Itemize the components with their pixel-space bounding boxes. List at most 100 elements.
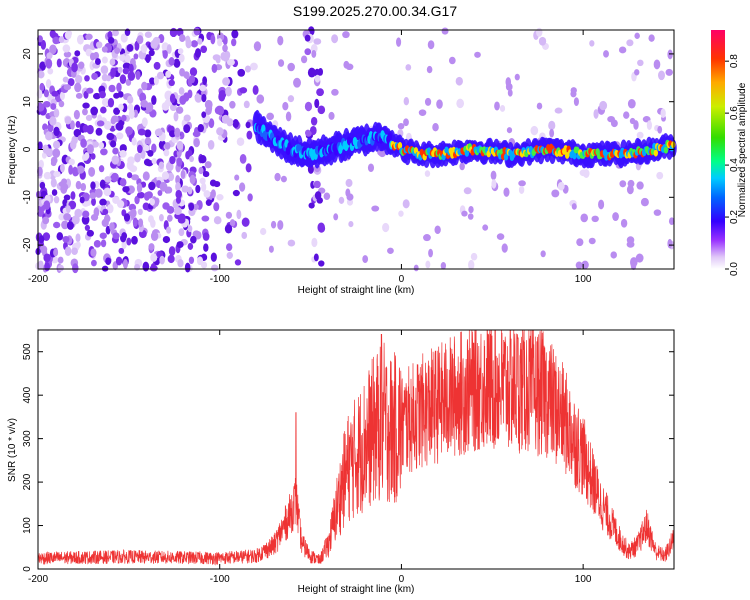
spectrogram-cell [151,143,157,153]
spectrogram-cell [52,36,60,45]
spectrogram-cell [179,68,186,77]
spectrogram-cell [201,111,207,119]
spectrogram-cell [185,38,192,49]
spectrogram-cell [113,92,120,99]
spectrogram-cell [260,227,267,236]
spectrogram-cell [111,155,120,165]
spectrogram-cell [234,174,240,181]
spectrogram-cell [128,63,134,74]
ridge-core [387,132,392,142]
spectrogram-cell [175,174,181,185]
spectrogram-cell [126,44,134,52]
spectrogram-cell [314,191,322,200]
spectrogram-cell [154,128,163,137]
spectrogram-cell [195,184,201,194]
spectrogram-cell [86,87,94,94]
spectrogram-cell [122,67,130,75]
spectrogram-cell [304,101,313,112]
spectrogram-cell [282,101,289,111]
spectrogram-cell [90,106,99,116]
spectrogram-cell [192,130,201,138]
spectrogram-cell [114,47,121,55]
spectrogram-cell [40,39,47,50]
spectrogram-cell [505,77,512,87]
spectrogram-cell [63,213,72,221]
spectrogram-cell [434,225,441,235]
spectrogram-cell [627,179,635,188]
spectrogram-cell [145,54,151,64]
spectrogram-cell [70,191,76,200]
spectrogram-cell [107,97,115,108]
spectrogram-cell [397,122,405,130]
colorbar: 0.0 0.2 0.4 0.6 0.8 Normalized spectral ampl… [711,30,748,276]
spectrogram-cell [59,91,65,101]
spectrogram-cell [148,243,155,251]
spectrogram-cell [194,93,203,103]
spectrogram-cell [100,148,108,156]
spectrogram-cell [142,144,150,152]
spectrogram-cell [98,165,105,173]
spectrogram-cell [653,59,661,70]
spectrogram-cell [461,210,468,217]
colorbar-gradient [711,30,725,269]
spectrogram-cell [45,131,53,141]
spectrogram-cell [588,237,596,245]
spectrogram-cell [221,114,230,124]
spectrogram-cell [61,220,69,230]
spectrogram-cell [362,255,369,264]
spectrogram-cell [287,239,296,247]
y-tick-label: 20 [22,48,33,60]
colorbar-label: Normalized spectral amplitude [737,82,748,217]
snr-frame [37,329,675,570]
spectrogram-x-label: Height of straight line (km) [298,285,415,296]
spectrogram-cell [82,210,90,219]
spectrogram-cell [86,144,94,155]
spectrogram-cell [557,182,565,191]
spectrogram-cell [115,122,124,131]
spectrogram-cell [328,111,335,120]
spectrogram-cell [482,224,489,231]
spectrogram-cell [636,131,644,139]
colorbar-tick-label: 0.6 [729,106,740,120]
spectrogram-cell [548,120,556,131]
spectrogram-cell [85,33,93,40]
spectrogram-cell [277,35,284,46]
spectrogram-cell [241,217,250,227]
spectrogram-cell [425,260,431,269]
spectrogram-cell [143,158,151,166]
spectrogram-cell [113,107,121,115]
spectrogram-cell [205,199,212,206]
spectrogram-cell [168,79,175,87]
spectrogram-cell [116,82,122,93]
spectrogram-cell [59,163,65,173]
spectrogram-cell [224,224,233,234]
spectrogram-cell [665,68,673,76]
spectrogram-cell [239,153,247,164]
spectrogram-cell [646,120,652,130]
spectrogram-cell [308,202,315,209]
spectrogram-cell [136,35,144,45]
spectrogram-cell [226,251,233,259]
spectrogram-cell [210,34,216,45]
spectrogram-cell [218,92,226,102]
spectrogram-cell [660,108,666,119]
spectrogram-cell [440,261,447,270]
spectrogram-cell [245,121,251,129]
spectrogram-cell [503,187,510,197]
spectrogram-cell [198,166,204,175]
spectrogram-cell [518,180,526,187]
spectrogram-cell [175,182,181,192]
spectrogram-cell [313,253,319,262]
spectrogram-cell [189,155,194,163]
spectrogram-cell [151,95,157,106]
spectrogram-cell [280,175,287,183]
y-tick-label: -20 [22,237,33,252]
spectrogram-cell [86,124,94,135]
spectrogram-cell [118,103,124,111]
spectrogram-cell [141,117,148,127]
spectrogram-cell [345,178,353,188]
spectrogram-cell [201,182,207,192]
spectrogram-cell [432,123,439,132]
spectrogram-cell [184,262,191,273]
spectrogram-cell [127,71,136,81]
